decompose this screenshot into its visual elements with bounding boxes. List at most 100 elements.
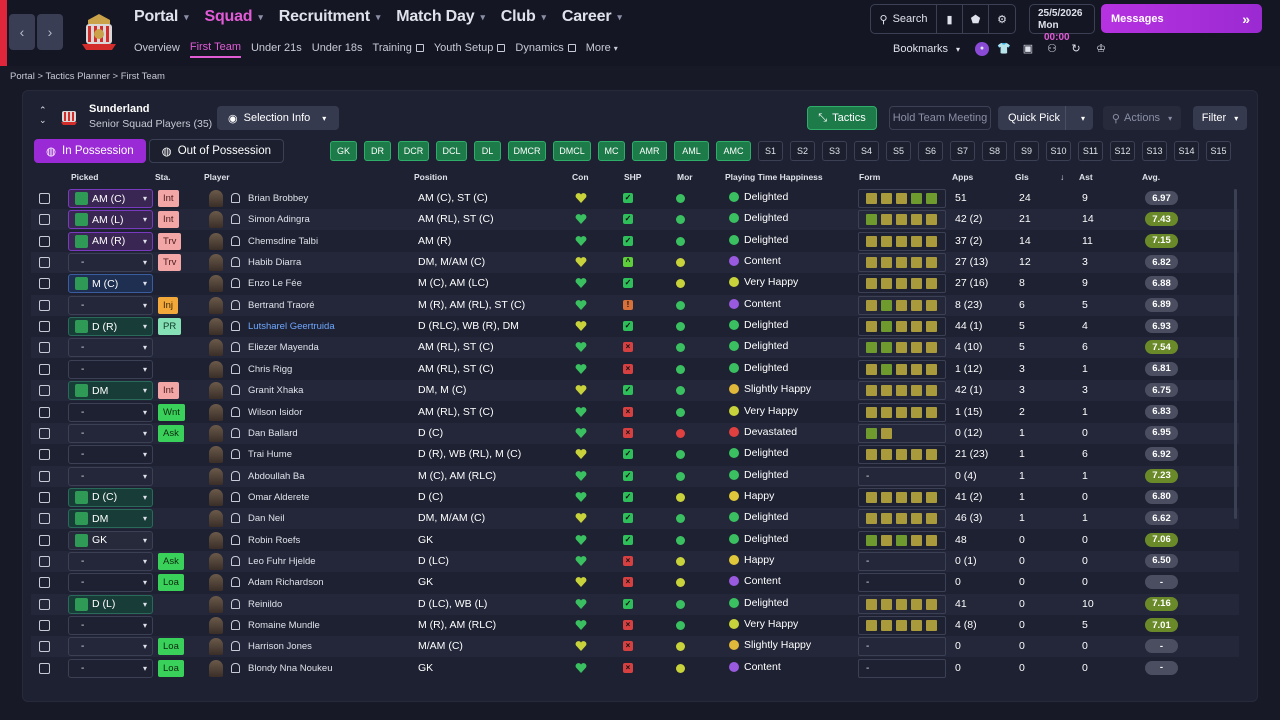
position-button-s13[interactable]: S13 — [1142, 141, 1167, 161]
position-button-dr[interactable]: DR — [364, 141, 391, 161]
table-row[interactable]: AM (C) ▾ Int Brian Brobbey AM (C), ST (C) … — [31, 188, 1239, 209]
tab-out-of-possession[interactable]: ◍ Out of Possession — [148, 139, 285, 163]
col-con[interactable]: Con — [572, 172, 589, 182]
row-checkbox[interactable] — [39, 214, 50, 226]
status-badge[interactable]: Trv — [158, 254, 182, 272]
picked-dropdown[interactable]: - ▾ — [68, 637, 153, 657]
position-button-s2[interactable]: S2 — [790, 141, 815, 161]
shirt-icon[interactable]: 👕 — [997, 43, 1011, 55]
table-row[interactable]: - ▾ Loa Adam Richardson GK × Content - 0 0… — [31, 572, 1239, 593]
scrollbar[interactable] — [1234, 189, 1237, 519]
row-checkbox[interactable] — [39, 513, 50, 525]
row-checkbox[interactable] — [39, 321, 50, 333]
date-continue-box[interactable]: 25/5/2026 Mon 00:00 — [1029, 4, 1095, 43]
player-name[interactable]: Lutsharel Geertruida — [248, 321, 335, 333]
row-checkbox[interactable] — [39, 641, 50, 653]
position-button-s8[interactable]: S8 — [982, 141, 1007, 161]
quick-pick-button[interactable]: Quick Pick ▾ — [998, 106, 1093, 130]
col-apps[interactable]: Apps — [952, 172, 974, 182]
player-name[interactable]: Adam Richardson — [248, 577, 324, 589]
nav-match-day[interactable]: Match Day ▾ — [396, 8, 485, 25]
player-name[interactable]: Enzo Le Fée — [248, 278, 302, 290]
nav-career[interactable]: Career ▾ — [561, 8, 622, 25]
row-checkbox[interactable] — [39, 278, 50, 290]
shield-button[interactable]: ⬟ — [963, 5, 989, 33]
player-name[interactable]: Robin Roefs — [248, 534, 301, 546]
table-row[interactable]: D (L) ▾ Reinildo D (LC), WB (L) ✓ Delight… — [31, 593, 1239, 615]
subnav-under-21s[interactable]: Under 21s — [250, 42, 302, 54]
table-row[interactable]: - ▾ Loa Blondy Nna Noukeu GK × Content - 0… — [31, 658, 1239, 679]
status-badge[interactable]: Inj — [158, 296, 179, 314]
subnav-more[interactable]: More ▾ — [585, 42, 618, 54]
table-row[interactable]: - ▾ Trai Hume D (R), WB (RL), M (C) ✓ Del… — [31, 444, 1239, 465]
nav-portal[interactable]: Portal ▾ — [134, 8, 189, 25]
hold-team-meeting-button[interactable]: Hold Team Meeting — [889, 106, 991, 130]
position-button-s14[interactable]: S14 — [1174, 141, 1199, 161]
row-checkbox[interactable] — [39, 662, 50, 674]
selection-info-dropdown[interactable]: ◉ Selection Info ▾ — [217, 106, 339, 130]
position-button-s5[interactable]: S5 — [886, 141, 911, 161]
position-button-amr[interactable]: AMR — [632, 141, 667, 161]
row-checkbox[interactable] — [39, 598, 50, 610]
tab-in-possession[interactable]: ◍ In Possession — [34, 139, 146, 163]
position-button-s12[interactable]: S12 — [1110, 141, 1135, 161]
col-shp[interactable]: SHP — [624, 172, 642, 182]
row-checkbox[interactable] — [39, 363, 50, 375]
player-name[interactable]: Chris Rigg — [248, 363, 293, 375]
col-sta[interactable]: Sta. — [155, 172, 171, 182]
status-badge[interactable]: Loa — [158, 574, 184, 592]
player-name[interactable]: Wilson Isidor — [248, 406, 303, 418]
row-checkbox[interactable] — [39, 534, 50, 546]
col-player[interactable]: Player — [204, 172, 230, 182]
player-name[interactable]: Habib Diarra — [248, 257, 302, 269]
position-button-s1[interactable]: S1 — [758, 141, 783, 161]
table-row[interactable]: D (R) ▾ PR Lutsharel Geertruida D (RLC), W… — [31, 316, 1239, 337]
col-gls[interactable]: Gls — [1015, 172, 1029, 182]
player-name[interactable]: Blondy Nna Noukeu — [248, 662, 333, 674]
row-checkbox[interactable] — [39, 449, 50, 461]
subnav-first-team[interactable]: First Team — [189, 41, 241, 58]
player-name[interactable]: Omar Alderete — [248, 491, 310, 503]
table-row[interactable]: D (C) ▾ Omar Alderete D (C) ✓ Happy 41 (2… — [31, 487, 1239, 508]
position-button-dcl[interactable]: DCL — [436, 141, 467, 161]
col-ast[interactable]: Ast — [1079, 172, 1093, 182]
picked-dropdown[interactable]: D (L) ▾ — [68, 594, 153, 614]
club-crest-icon[interactable] — [74, 10, 124, 54]
picked-dropdown[interactable]: DM ▾ — [68, 509, 153, 529]
col-avg[interactable]: Avg. — [1142, 172, 1161, 182]
player-name[interactable]: Reinildo — [248, 598, 283, 610]
nav-club[interactable]: Club ▾ — [500, 8, 546, 25]
notification-badge-icon[interactable]: ● — [975, 42, 989, 56]
col-form[interactable]: Form — [859, 172, 881, 182]
position-button-s4[interactable]: S4 — [854, 141, 879, 161]
picked-dropdown[interactable]: - ▾ — [68, 466, 153, 486]
status-badge[interactable]: Loa — [158, 638, 184, 656]
picked-dropdown[interactable]: - ▾ — [68, 658, 153, 678]
table-row[interactable]: - ▾ Abdoullah Ba M (C), AM (RLC) ✓ Deligh… — [31, 465, 1239, 487]
back-button[interactable]: ‹ — [9, 14, 35, 50]
table-row[interactable]: - ▾ Inj Bertrand Traoré M (R), AM (RL), ST… — [31, 294, 1239, 316]
player-name[interactable]: Eliezer Mayenda — [248, 342, 319, 354]
table-row[interactable]: AM (R) ▾ Trv Chemsdine Talbi AM (R) ✓ Deli… — [31, 231, 1239, 252]
picked-dropdown[interactable]: - ▾ — [68, 423, 153, 443]
nav-squad[interactable]: Squad ▾ — [204, 8, 263, 25]
picked-dropdown[interactable]: - ▾ — [68, 338, 153, 358]
filter-dropdown[interactable]: Filter ▾ — [1193, 106, 1247, 130]
status-badge[interactable]: Int — [158, 190, 179, 207]
player-name[interactable]: Bertrand Traoré — [248, 299, 315, 311]
picked-dropdown[interactable]: DM ▾ — [68, 381, 153, 401]
position-button-s15[interactable]: S15 — [1206, 141, 1231, 161]
search-button[interactable]: ⚲ Search — [871, 5, 937, 33]
nav-recruitment[interactable]: Recruitment ▾ — [278, 8, 381, 25]
picked-dropdown[interactable]: - ▾ — [68, 616, 153, 635]
position-button-s3[interactable]: S3 — [822, 141, 847, 161]
player-name[interactable]: Simon Adingra — [248, 214, 310, 226]
sort-up-down-icon[interactable]: ⌃ ⌄ — [39, 105, 47, 125]
player-name[interactable]: Chemsdine Talbi — [248, 235, 319, 247]
table-row[interactable]: M (C) ▾ Enzo Le Fée M (C), AM (LC) ✓ Very… — [31, 273, 1239, 294]
subnav-overview[interactable]: Overview — [134, 42, 180, 54]
status-badge[interactable]: Ask — [158, 552, 184, 570]
table-row[interactable]: - ▾ Ask Dan Ballard D (C) × Devastated 0 (… — [31, 422, 1239, 444]
picked-dropdown[interactable]: AM (C) ▾ — [68, 189, 153, 208]
table-row[interactable]: - ▾ Chris Rigg AM (RL), ST (C) × Delighte… — [31, 359, 1239, 380]
